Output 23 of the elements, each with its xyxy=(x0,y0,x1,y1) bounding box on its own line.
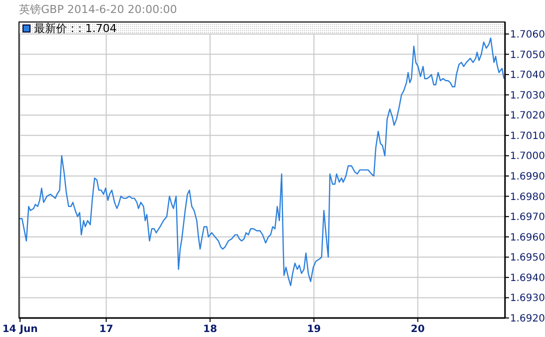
y-tick-label: 1.6940 xyxy=(510,272,545,284)
y-tick-label: 1.7010 xyxy=(510,130,545,142)
y-tick-label: 1.6950 xyxy=(510,252,545,264)
x-tick-label: 17 xyxy=(99,324,114,335)
y-tick-label: 1.7030 xyxy=(510,90,545,102)
y-tick-label: 1.7020 xyxy=(510,110,545,122)
y-tick-label: 1.6970 xyxy=(510,212,545,224)
y-tick-label: 1.7050 xyxy=(510,50,545,61)
chart-title: 英镑GBP 2014-6-20 20:00:00 xyxy=(19,3,178,16)
y-tick-label: 1.6990 xyxy=(510,172,545,182)
y-tick-label: 1.7040 xyxy=(510,70,545,82)
x-tick-label: 19 xyxy=(306,324,321,335)
line-series xyxy=(18,37,505,286)
x-tick-label: 20 xyxy=(410,324,425,335)
y-tick-label: 1.7060 xyxy=(510,30,545,40)
y-tick-label: 1.6980 xyxy=(510,192,545,203)
y-tick-label: 1.6920 xyxy=(510,314,545,324)
x-tick-label: 18 xyxy=(203,324,218,335)
y-tick-label: 1.6930 xyxy=(510,293,545,304)
legend-label: 最新价：: 1.704 xyxy=(34,22,117,35)
y-tick-label: 1.7000 xyxy=(510,151,545,162)
x-tick-label: 14 Jun xyxy=(2,324,38,335)
y-tick-label: 1.6960 xyxy=(510,232,545,244)
